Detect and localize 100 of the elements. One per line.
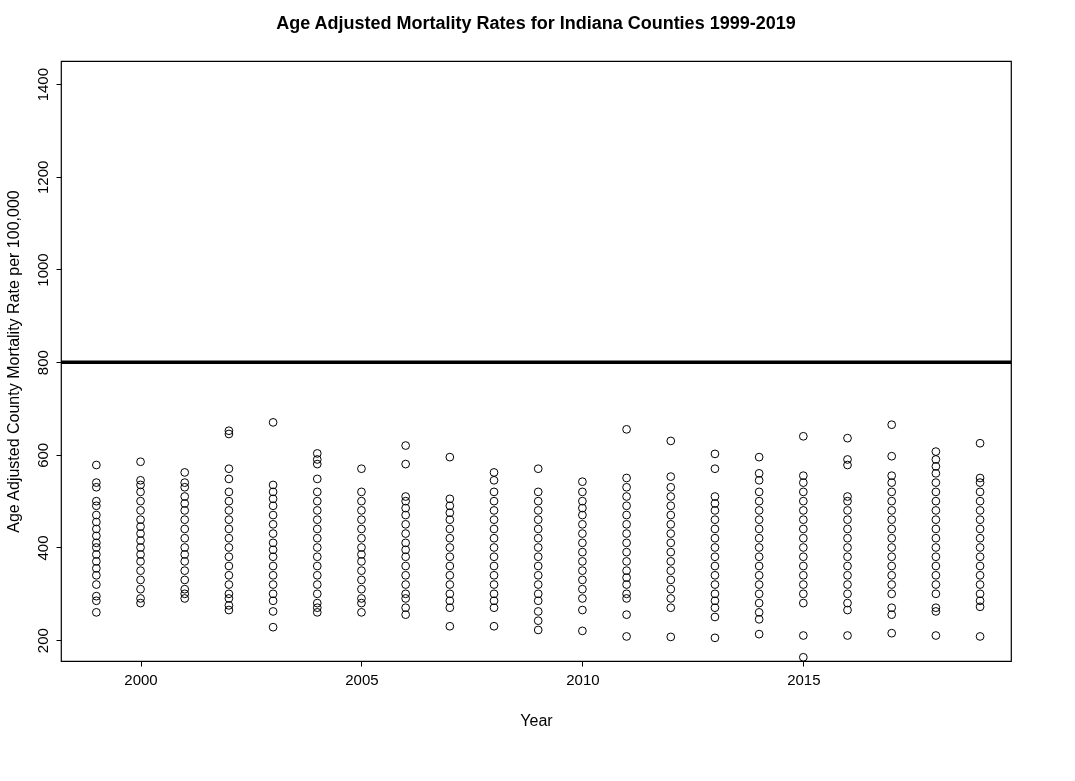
point — [843, 455, 852, 464]
point — [224, 561, 234, 571]
point — [887, 533, 897, 543]
point — [136, 496, 145, 506]
point — [224, 543, 234, 552]
point — [445, 589, 455, 599]
point — [843, 543, 852, 552]
point — [533, 561, 543, 571]
point — [533, 464, 543, 474]
point — [312, 598, 322, 608]
point — [887, 487, 897, 497]
point — [268, 552, 278, 562]
point — [533, 552, 543, 562]
point — [91, 550, 101, 559]
point — [666, 436, 676, 446]
point — [843, 598, 852, 608]
point — [224, 496, 234, 506]
point — [710, 543, 720, 552]
point — [887, 589, 897, 599]
point — [357, 533, 366, 543]
point — [887, 552, 897, 562]
point — [533, 515, 543, 525]
point — [754, 589, 764, 599]
point — [710, 570, 720, 580]
point — [622, 632, 631, 641]
point — [798, 631, 808, 640]
point — [401, 570, 411, 580]
point — [975, 515, 985, 525]
y-tick-label: 800 — [33, 350, 51, 376]
point — [754, 543, 764, 552]
point — [136, 575, 145, 585]
point — [798, 524, 808, 534]
point — [445, 533, 455, 543]
point — [489, 506, 499, 515]
point — [710, 464, 720, 474]
point — [401, 594, 411, 603]
point — [533, 524, 543, 534]
point — [975, 570, 985, 580]
point — [533, 496, 543, 506]
point — [931, 543, 941, 552]
point — [754, 475, 764, 485]
point — [533, 570, 543, 580]
point — [843, 496, 852, 506]
chart-title: Age Adjusted Mortality Rates for Indiana Counties 1999-2019 — [276, 13, 796, 33]
point — [91, 478, 101, 487]
point — [489, 589, 499, 599]
point — [578, 547, 587, 557]
point — [136, 529, 145, 538]
point — [136, 487, 145, 497]
point — [754, 487, 764, 497]
point — [931, 533, 941, 543]
point — [180, 543, 190, 552]
point — [445, 561, 455, 571]
point — [710, 533, 720, 543]
point — [224, 589, 234, 599]
point — [136, 550, 145, 559]
point — [445, 452, 455, 462]
point — [268, 501, 278, 511]
point — [887, 561, 897, 571]
point — [180, 589, 190, 599]
point — [754, 552, 764, 562]
x-tick-label: 2005 — [345, 670, 379, 688]
point — [622, 473, 631, 483]
point — [975, 552, 985, 562]
point — [401, 459, 411, 469]
point — [268, 510, 278, 520]
point — [489, 603, 499, 613]
point — [489, 496, 499, 506]
point — [91, 596, 101, 606]
point — [357, 594, 366, 603]
point — [798, 589, 808, 599]
point — [931, 552, 941, 562]
point — [401, 519, 411, 529]
point — [224, 580, 234, 589]
point — [268, 561, 278, 571]
point — [754, 580, 764, 589]
point — [798, 652, 808, 662]
point — [798, 533, 808, 543]
point — [754, 607, 764, 617]
point — [136, 522, 145, 531]
point — [91, 496, 101, 506]
point — [224, 474, 234, 484]
point — [312, 580, 322, 589]
point — [268, 487, 278, 497]
point — [533, 625, 543, 635]
point — [180, 478, 190, 487]
point — [931, 607, 941, 616]
point — [136, 506, 145, 515]
point — [224, 515, 234, 525]
point — [622, 573, 631, 582]
point — [224, 524, 234, 534]
point — [931, 580, 941, 589]
point — [224, 464, 234, 474]
point — [975, 473, 985, 483]
point — [91, 580, 101, 589]
point — [798, 431, 808, 441]
point — [401, 492, 411, 501]
point — [91, 501, 101, 511]
point — [887, 610, 897, 620]
point — [224, 594, 234, 603]
